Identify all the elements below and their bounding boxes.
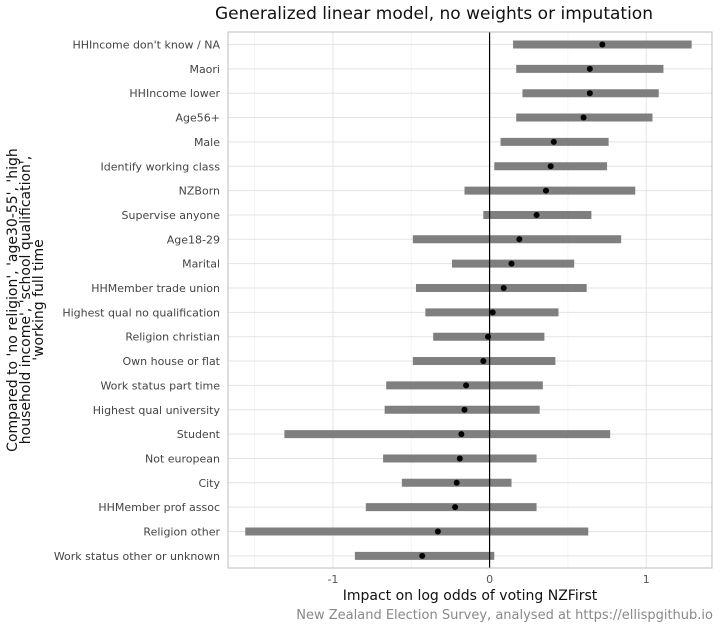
x-tick-label-2: 1 <box>643 573 650 586</box>
estimate-point-2 <box>586 90 593 97</box>
y-axis-title-line-2: household income', 'school qualification… <box>18 156 34 444</box>
category-label-9: Marital <box>182 258 220 271</box>
estimate-points <box>419 41 606 559</box>
category-label-7: Supervise anyone <box>122 209 221 222</box>
estimate-point-10 <box>500 285 507 291</box>
estimate-point-15 <box>461 406 468 413</box>
category-label-15: Highest qual university <box>93 404 221 417</box>
category-label-21: Work status other or unknown <box>54 550 220 563</box>
estimate-point-14 <box>463 382 470 389</box>
category-label-3: Age56+ <box>176 112 221 125</box>
interval-bars <box>245 40 692 560</box>
category-label-10: HHMember trade union <box>91 282 220 295</box>
category-label-11: Highest qual no qualification <box>62 306 220 319</box>
category-label-0: HHIncome don't know / NA <box>72 39 220 52</box>
category-label-16: Student <box>177 428 221 441</box>
y-axis-title-line-1: Compared to 'no religion', 'age30-55', '… <box>5 148 21 452</box>
estimate-point-19 <box>452 504 459 511</box>
estimate-point-3 <box>580 114 587 121</box>
category-label-17: Not european <box>145 452 220 465</box>
category-label-20: Religion other <box>143 526 220 539</box>
estimate-point-0 <box>599 41 606 48</box>
category-label-1: Maori <box>189 63 220 76</box>
panel-border <box>227 31 713 569</box>
estimate-point-13 <box>480 358 487 365</box>
estimate-point-16 <box>458 431 465 438</box>
grid <box>228 32 712 568</box>
estimate-point-11 <box>489 309 496 316</box>
category-label-12: Religion christian <box>125 331 220 344</box>
category-label-5: Identify working class <box>101 160 221 173</box>
estimate-point-7 <box>533 211 540 218</box>
estimate-point-21 <box>419 552 426 559</box>
x-tick-labels: -1 0 1 <box>327 573 649 586</box>
x-tick-label-1: 0 <box>486 573 493 586</box>
y-axis-title: Compared to 'no religion', 'age30-55', '… <box>5 148 47 452</box>
category-label-2: HHIncome lower <box>129 87 220 100</box>
estimate-point-4 <box>550 138 557 145</box>
category-label-4: Male <box>194 136 220 149</box>
estimate-point-20 <box>434 528 441 535</box>
x-tick-label-0: -1 <box>327 573 338 586</box>
category-label-19: HHMember prof assoc <box>98 501 220 514</box>
estimate-point-1 <box>586 65 593 72</box>
x-axis-title: Impact on log odds of voting NZFirst <box>343 588 598 604</box>
category-label-14: Work status part time <box>100 379 220 392</box>
chart-title: Generalized linear model, no weights or … <box>215 4 653 24</box>
category-label-6: NZBorn <box>179 185 220 198</box>
category-label-18: City <box>198 477 220 490</box>
estimate-point-8 <box>516 236 523 243</box>
y-axis-title-line-3: 'working full time <box>31 239 47 361</box>
estimate-point-9 <box>508 260 515 267</box>
category-label-8: Age18-29 <box>167 233 220 246</box>
estimate-point-6 <box>542 187 549 194</box>
estimate-point-18 <box>453 479 460 486</box>
category-label-13: Own house or flat <box>122 355 220 368</box>
estimate-point-17 <box>456 455 463 462</box>
estimate-point-5 <box>547 163 554 170</box>
caption: New Zealand Election Survey, analysed at… <box>296 608 713 623</box>
category-labels: HHIncome don't know / NA Maori HHIncome lo… <box>54 39 221 563</box>
estimate-point-12 <box>485 333 492 340</box>
